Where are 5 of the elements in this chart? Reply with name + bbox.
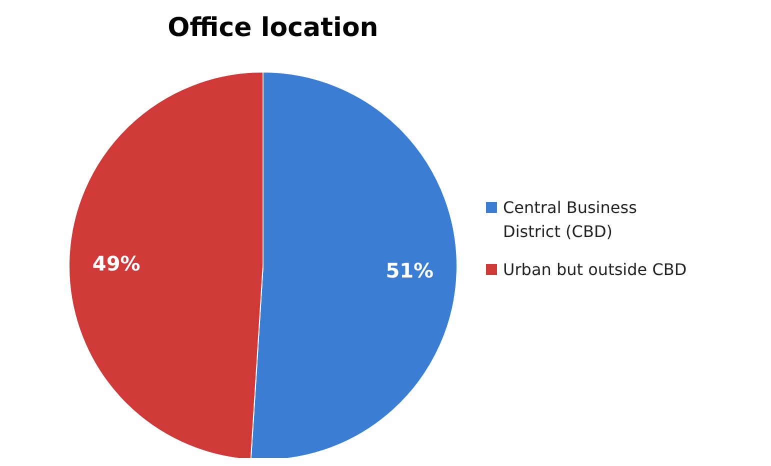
- chart-title: Office location: [168, 13, 378, 43]
- legend-label: Central Business District (CBD): [503, 198, 637, 241]
- data-label: 49%: [92, 252, 140, 276]
- data-label: 51%: [386, 258, 434, 282]
- legend-label: Urban but outside CBD: [503, 260, 687, 279]
